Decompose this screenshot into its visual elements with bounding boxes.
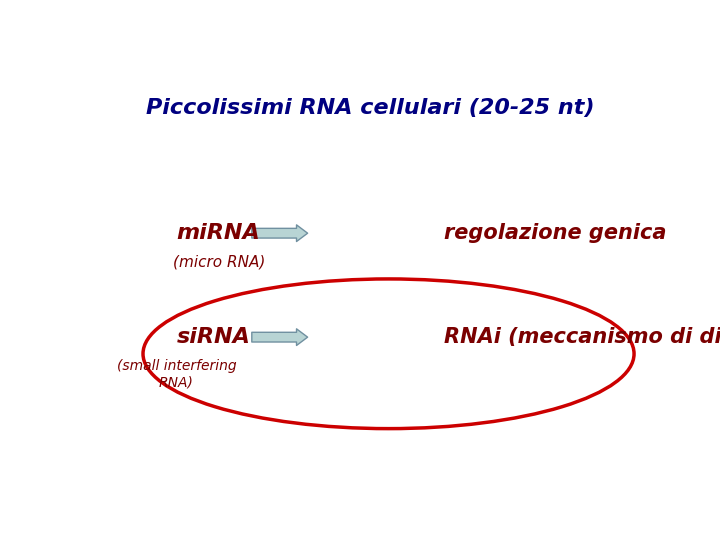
Text: (small interfering
RNA): (small interfering RNA) [117,360,236,390]
Text: RNAi (meccanismo di difesa): RNAi (meccanismo di difesa) [444,327,720,347]
Text: Piccolissimi RNA cellulari (20-25 nt): Piccolissimi RNA cellulari (20-25 nt) [145,98,594,118]
Text: siRNA: siRNA [176,327,251,347]
FancyArrowPatch shape [252,329,307,346]
Text: regolazione genica: regolazione genica [444,223,667,243]
FancyArrowPatch shape [252,225,307,241]
Text: miRNA: miRNA [176,223,260,243]
Text: (micro RNA): (micro RNA) [173,255,265,270]
